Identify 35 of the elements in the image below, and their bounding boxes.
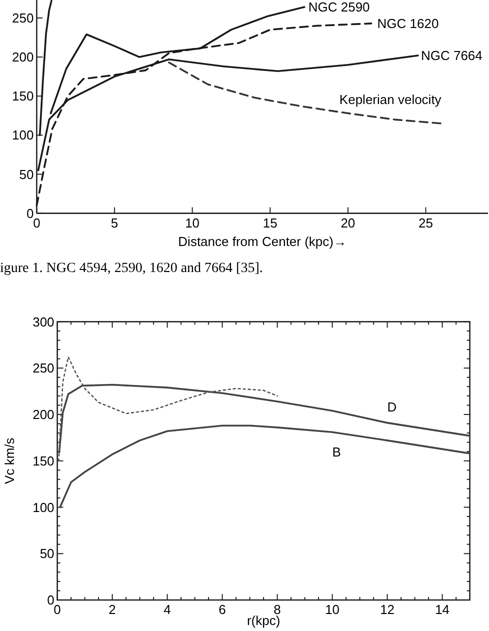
x-tick-label: 12: [380, 602, 395, 617]
y-tick-label: 250: [12, 10, 34, 26]
series-label: NGC 1620: [377, 16, 439, 31]
x-axis-title: Distance from Center (kpc)→: [178, 234, 347, 249]
line-series: [58, 356, 278, 462]
x-tick-label: 14: [435, 602, 450, 617]
y-tick-label: 0: [26, 206, 34, 221]
x-tick-label: 4: [164, 602, 171, 617]
y-tick-label: 150: [12, 88, 34, 104]
x-tick-label: 10: [325, 602, 340, 617]
text: igure 1. NGC 4594, 2590, 1620 and 7664 [35].: [0, 261, 263, 276]
x-tick-label: 15: [262, 215, 278, 230]
series-label: NGC 7664: [420, 48, 482, 64]
x-tick-label: 25: [418, 215, 433, 230]
x-tick-label: 6: [218, 602, 226, 617]
x-tick-label: 5: [110, 215, 118, 230]
series-label: D: [387, 399, 397, 414]
x-tick-label: 10: [185, 215, 200, 230]
line-series: [168, 62, 442, 124]
y-tick-label: 100: [12, 128, 34, 143]
y-axis-title: Vc km/s: [2, 437, 17, 484]
y-tick-label: 150: [32, 453, 54, 468]
y-tick-label: 200: [12, 50, 34, 65]
y-tick-label: 100: [32, 500, 54, 515]
y-tick-label: 50: [40, 546, 54, 562]
series-label: Keplerian velocity: [339, 92, 442, 107]
y-tick-label: 200: [32, 407, 54, 422]
line-series: [59, 424, 471, 508]
series-label: NGC 2590: [308, 0, 370, 15]
series-label: B: [332, 444, 341, 460]
y-tick-label: 50: [19, 166, 34, 182]
y-tick-label: 300: [32, 314, 54, 330]
x-tick-label: 20: [340, 215, 356, 230]
y-tick-label: 250: [32, 360, 54, 376]
x-tick-label: 2: [108, 602, 116, 617]
